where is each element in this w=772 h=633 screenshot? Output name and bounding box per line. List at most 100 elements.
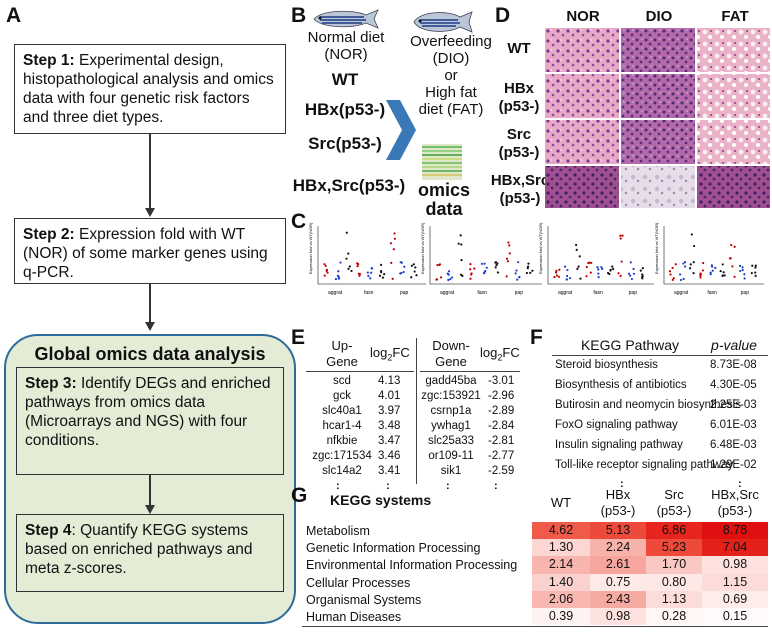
f-header-p: p-value (711, 337, 757, 353)
qpcr-point (326, 271, 329, 274)
e-down-log2fc: -2.96 (488, 390, 515, 402)
qpcr-point (632, 272, 636, 275)
qpcr-point (529, 271, 532, 274)
histology-grid (545, 28, 770, 208)
qpcr-point (679, 278, 683, 282)
qpcr-point (711, 265, 714, 268)
g-column-header-line2: (p53-) (717, 503, 753, 518)
qpcr-point (392, 248, 395, 251)
qpcr-point (692, 244, 696, 248)
qpcr-point (483, 262, 486, 265)
qpcr-point (518, 275, 521, 279)
qpcr-plot-ylabel: Expression fold vs WT(NOR) (654, 222, 659, 274)
g-row-label: Genetic Information Processing (306, 541, 481, 556)
f-p-value: 6.48E-03 (710, 439, 757, 451)
e-up-gene: gck (333, 390, 351, 402)
qpcr-point (688, 267, 692, 270)
qpcr-point (494, 261, 498, 264)
e-down-gene: csrnp1a (430, 405, 472, 417)
qpcr-point (345, 257, 348, 260)
qpcr-point (324, 264, 327, 268)
e-down-log2fc: -2.77 (488, 450, 515, 462)
qpcr-point (597, 276, 600, 279)
step1-box: Step 1: Experimental design, histopathol… (14, 44, 286, 134)
qpcr-point (641, 273, 644, 276)
g-heat-cell: 0.39 (532, 608, 590, 626)
qpcr-point (555, 269, 558, 272)
e-up-gene: zgc:171534 (312, 450, 372, 462)
qpcr-point (496, 271, 500, 274)
arrow-2-global (149, 284, 151, 324)
qpcr-point (682, 262, 685, 265)
f-pathway-name: Insulin signaling pathway (555, 439, 683, 451)
e-down-log2fc: -2.59 (488, 465, 515, 477)
qpcr-point (379, 263, 383, 267)
e-up-log2fc: 4.01 (378, 390, 401, 402)
e-up-gene: nfkbie (326, 435, 358, 447)
or-label: or (444, 67, 458, 84)
qpcr-point (565, 274, 569, 278)
qpcr-point (702, 261, 705, 265)
panel-letter-g: G (291, 484, 308, 507)
step3-title: Step 3: (25, 375, 77, 392)
row-header-wt: WT (494, 40, 544, 58)
row-header-wt-line1: WT (507, 40, 531, 57)
panel-letter-f: F (530, 326, 543, 349)
qpcr-point (347, 267, 350, 270)
qpcr-point (611, 265, 614, 268)
qpcr-point (505, 257, 509, 260)
zebrafish-icon-overfed (413, 11, 473, 33)
qpcr-point (730, 243, 733, 247)
qpcr-point (357, 272, 360, 275)
qpcr-point (473, 267, 476, 270)
panel-letter-b: B (291, 4, 307, 27)
qpcr-point (485, 266, 488, 269)
col-header-fat: FAT (721, 8, 749, 25)
qpcr-point (526, 265, 530, 268)
qpcr-point (495, 263, 498, 267)
qpcr-gene-label: fasn (707, 290, 717, 296)
row-header-hbx-src-line2: (p53-) (499, 190, 541, 207)
qpcr-plot-axes (429, 226, 542, 285)
qpcr-point (378, 274, 382, 277)
g-column-header: WT (532, 495, 590, 511)
global-title: Global omics data analysis (34, 344, 266, 364)
qpcr-point (506, 260, 510, 263)
high-fat-label: High fat (425, 84, 477, 101)
overfeeding-label: Overfeeding (410, 33, 492, 50)
qpcr-point (641, 275, 644, 278)
qpcr-point (641, 277, 644, 280)
qpcr-point (447, 278, 450, 282)
qpcr-point (674, 263, 677, 266)
panel-letter-c: C (291, 210, 307, 233)
qpcr-point (754, 266, 757, 269)
e-down-log2fc: -3.01 (488, 375, 515, 387)
qpcr-point (566, 268, 569, 272)
qpcr-point (435, 278, 438, 281)
arrow-1-2-head (145, 208, 155, 217)
e-header-down-2: Gene (435, 354, 467, 369)
qpcr-gene-label: aggrat (328, 290, 343, 296)
qpcr-point (469, 268, 472, 271)
qpcr-point (563, 265, 567, 268)
e-header-log2fc-down: log2FC (480, 345, 520, 363)
step4-box: Step 4: Quantify KEGG systems based on e… (16, 514, 284, 592)
qpcr-plot-axes (317, 226, 426, 285)
chevron-arrow-icon (386, 100, 416, 160)
e-up-log2fc: 3.97 (378, 405, 401, 417)
e-down-gene: ywhag1 (431, 420, 471, 432)
qpcr-point (597, 268, 600, 271)
qpcr-point (469, 263, 472, 266)
g-heat-cell: 5.23 (646, 539, 702, 557)
qpcr-point (438, 263, 441, 267)
qpcr-point (629, 261, 632, 264)
g-heat-cell: 0.98 (702, 556, 768, 574)
qpcr-point (585, 265, 588, 269)
qpcr-point (480, 262, 484, 265)
qpcr-point (337, 276, 341, 279)
qpcr-point (589, 271, 592, 274)
genotype-wt: WT (331, 70, 359, 89)
e-header-up: Up- Gene (310, 338, 374, 370)
step4-title: Step 4 (25, 522, 72, 539)
qpcr-point (731, 265, 734, 268)
